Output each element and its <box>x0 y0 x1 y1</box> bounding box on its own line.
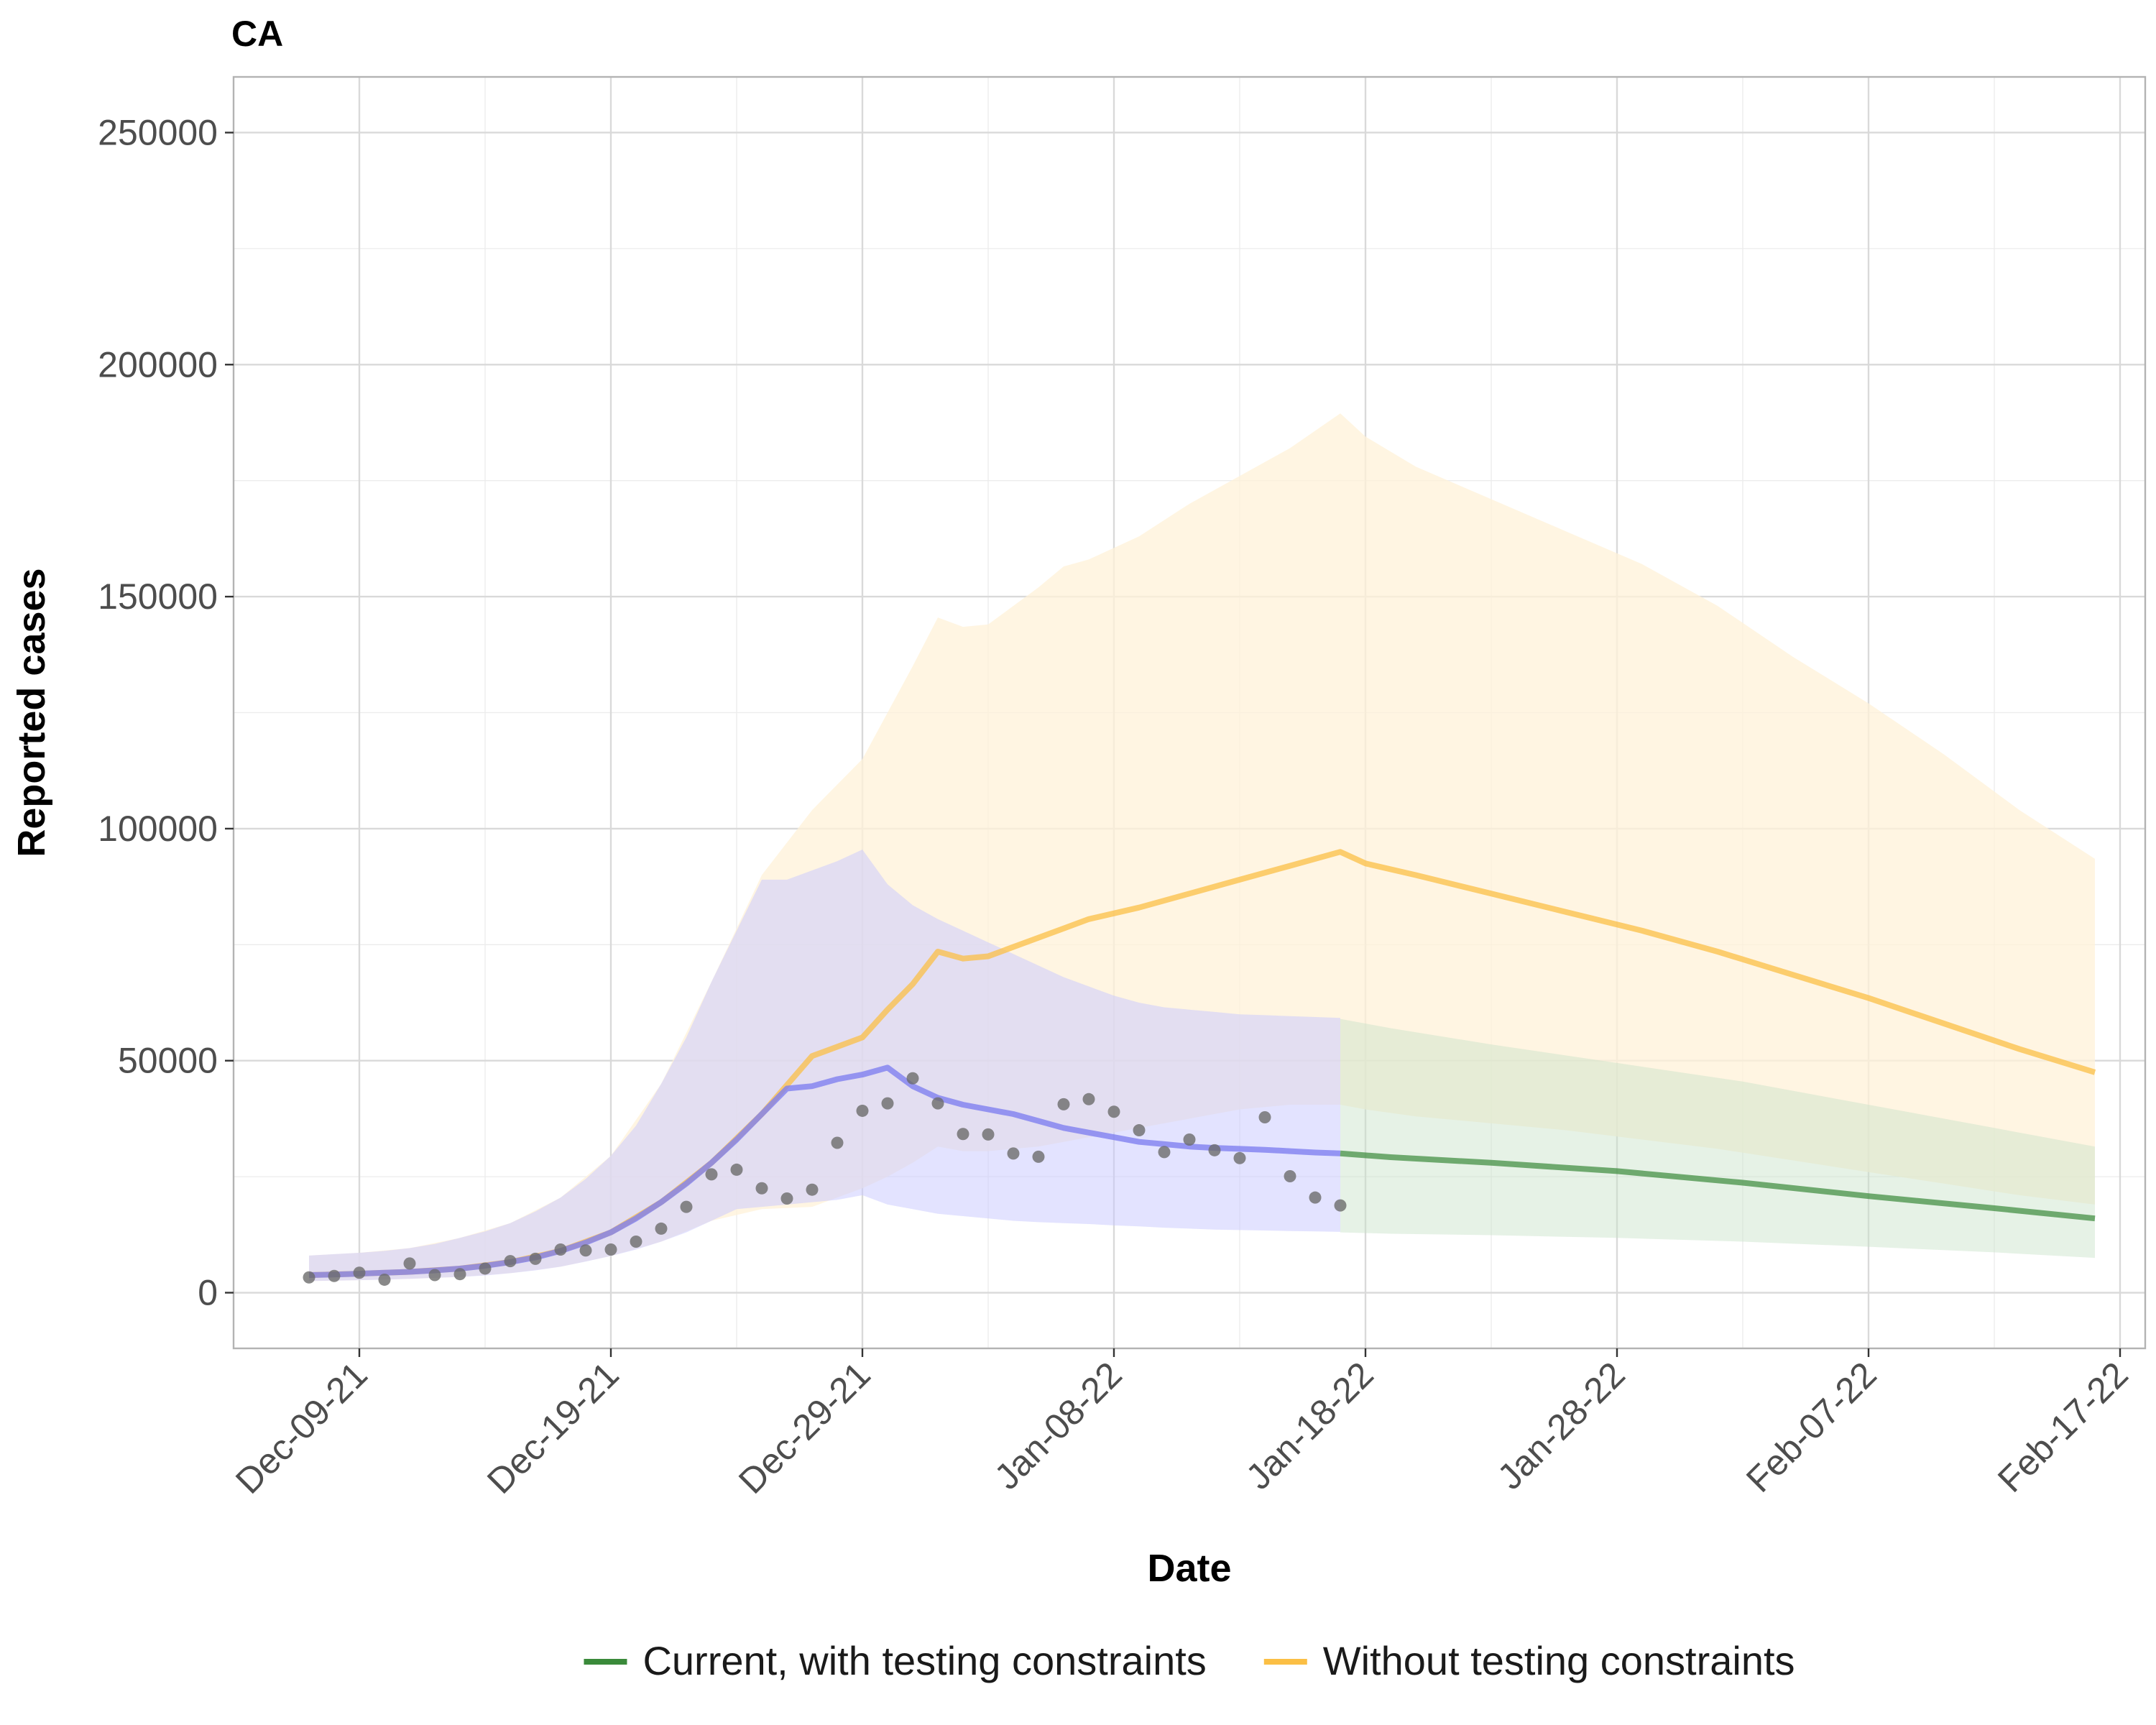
x-tick-label: Jan-28-22 <box>1490 1354 1633 1497</box>
legend-item: Without testing constraints <box>1263 1638 1795 1683</box>
y-tick-label: 250000 <box>98 112 218 152</box>
x-tick-label: Dec-19-21 <box>479 1354 627 1501</box>
observed-point <box>906 1072 919 1085</box>
observed-point <box>303 1271 315 1284</box>
observed-point <box>579 1244 592 1257</box>
observed-point <box>353 1266 366 1279</box>
observed-point <box>755 1182 768 1195</box>
observed-point <box>554 1243 567 1256</box>
y-tick-label: 150000 <box>98 576 218 617</box>
legend-label: Without testing constraints <box>1323 1638 1795 1683</box>
observed-point <box>730 1163 743 1176</box>
observed-point <box>378 1273 391 1286</box>
observed-point <box>982 1128 995 1141</box>
observed-point <box>856 1104 869 1117</box>
legend-item: Current, with testing constraints <box>584 1638 1207 1683</box>
observed-point <box>957 1128 969 1141</box>
chart-title: CA <box>231 14 283 54</box>
observed-point <box>1057 1098 1070 1110</box>
observed-point <box>1334 1199 1347 1212</box>
observed-point <box>1309 1191 1322 1204</box>
observed-point <box>479 1262 492 1275</box>
x-tick-label: Jan-08-22 <box>987 1354 1130 1497</box>
observed-point <box>680 1200 693 1213</box>
legend: Current, with testing constraints Without… <box>584 1638 1795 1683</box>
x-tick-label: Dec-09-21 <box>228 1354 375 1501</box>
observed-point <box>403 1257 416 1270</box>
observed-point <box>630 1236 642 1248</box>
x-tick-label: Feb-07-22 <box>1738 1354 1884 1500</box>
observed-points <box>303 1072 1347 1286</box>
y-tick-label: 100000 <box>98 809 218 849</box>
y-axis: 0 50000 100000 150000 200000 250000 <box>98 112 234 1313</box>
observed-point <box>655 1222 668 1235</box>
y-axis-title: Reported cases <box>10 568 53 857</box>
panel-border <box>232 75 2147 1350</box>
x-axis-title: Date <box>1147 1547 1231 1590</box>
observed-point <box>428 1269 441 1282</box>
observed-point <box>1233 1151 1246 1164</box>
legend-label: Current, with testing constraints <box>642 1638 1206 1683</box>
observed-point <box>1133 1124 1146 1137</box>
observed-point <box>806 1183 819 1196</box>
x-tick-label: Jan-18-22 <box>1238 1354 1381 1497</box>
observed-point <box>1208 1144 1221 1156</box>
observed-point <box>705 1168 718 1181</box>
band-fitted <box>309 850 1340 1282</box>
observed-point <box>328 1269 341 1282</box>
observed-point <box>1284 1169 1296 1182</box>
y-tick-label: 50000 <box>118 1041 218 1081</box>
observed-point <box>1007 1147 1020 1160</box>
observed-point <box>1183 1133 1196 1146</box>
x-axis: Dec-09-21 Dec-19-21 Dec-29-21 Jan-08-22 Jan-… <box>228 1348 2136 1501</box>
observed-point <box>931 1097 944 1110</box>
plot-panel <box>232 75 2147 1350</box>
observed-point <box>529 1252 542 1265</box>
observed-point <box>453 1268 466 1281</box>
observed-point <box>1082 1092 1095 1105</box>
observed-point <box>780 1192 793 1205</box>
observed-point <box>1158 1146 1171 1159</box>
y-tick-label: 0 <box>198 1273 218 1313</box>
observed-point <box>1258 1110 1271 1123</box>
x-tick-label: Feb-17-22 <box>1990 1354 2136 1500</box>
x-tick-label: Dec-29-21 <box>731 1354 878 1501</box>
line-current-with-testing-constraints <box>1340 1150 2096 1222</box>
observed-point <box>604 1243 617 1256</box>
observed-point <box>831 1136 844 1149</box>
y-tick-label: 200000 <box>98 344 218 385</box>
observed-point <box>1107 1105 1120 1118</box>
observed-point <box>881 1097 894 1110</box>
observed-point <box>504 1255 517 1268</box>
observed-point <box>1032 1150 1045 1163</box>
